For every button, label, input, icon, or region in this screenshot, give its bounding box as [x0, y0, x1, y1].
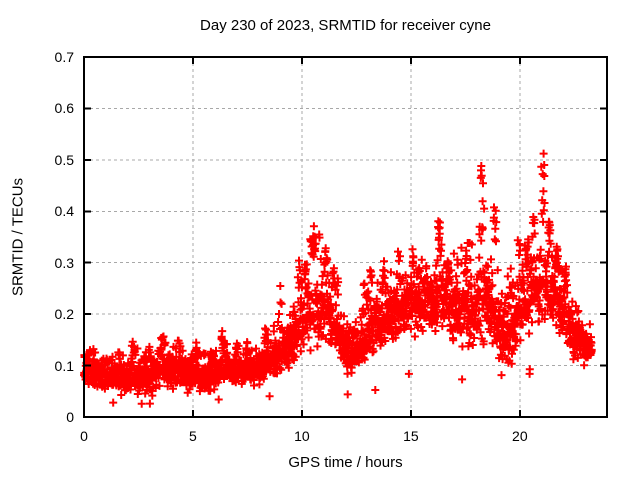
y-tick-label: 0.6 — [54, 100, 74, 117]
chart-title: Day 230 of 2023, SRMTID for receiver cyn… — [200, 17, 491, 34]
y-tick-label: 0.7 — [54, 49, 74, 65]
y-tick-label: 0.1 — [54, 357, 74, 374]
x-tick-label: 5 — [189, 428, 197, 444]
grid-lines — [84, 57, 607, 417]
y-tick-label: 0.2 — [54, 306, 74, 323]
x-tick-label: 10 — [294, 428, 310, 444]
scatter-points — [80, 149, 596, 408]
y-tick-label: 0 — [66, 409, 74, 425]
y-tick-label: 0.5 — [54, 151, 74, 168]
x-tick-label: 20 — [512, 428, 528, 444]
plot-border — [83, 56, 608, 418]
x-tick-label: 0 — [80, 428, 88, 444]
y-tick-label: 0.3 — [54, 254, 74, 271]
y-tick-label: 0.4 — [54, 203, 74, 220]
x-axis-title: GPS time / hours — [288, 454, 403, 471]
y-axis-title: SRMTID / TECUs — [9, 177, 27, 297]
axis-ticks — [83, 56, 607, 418]
x-tick-label: 15 — [403, 428, 419, 444]
